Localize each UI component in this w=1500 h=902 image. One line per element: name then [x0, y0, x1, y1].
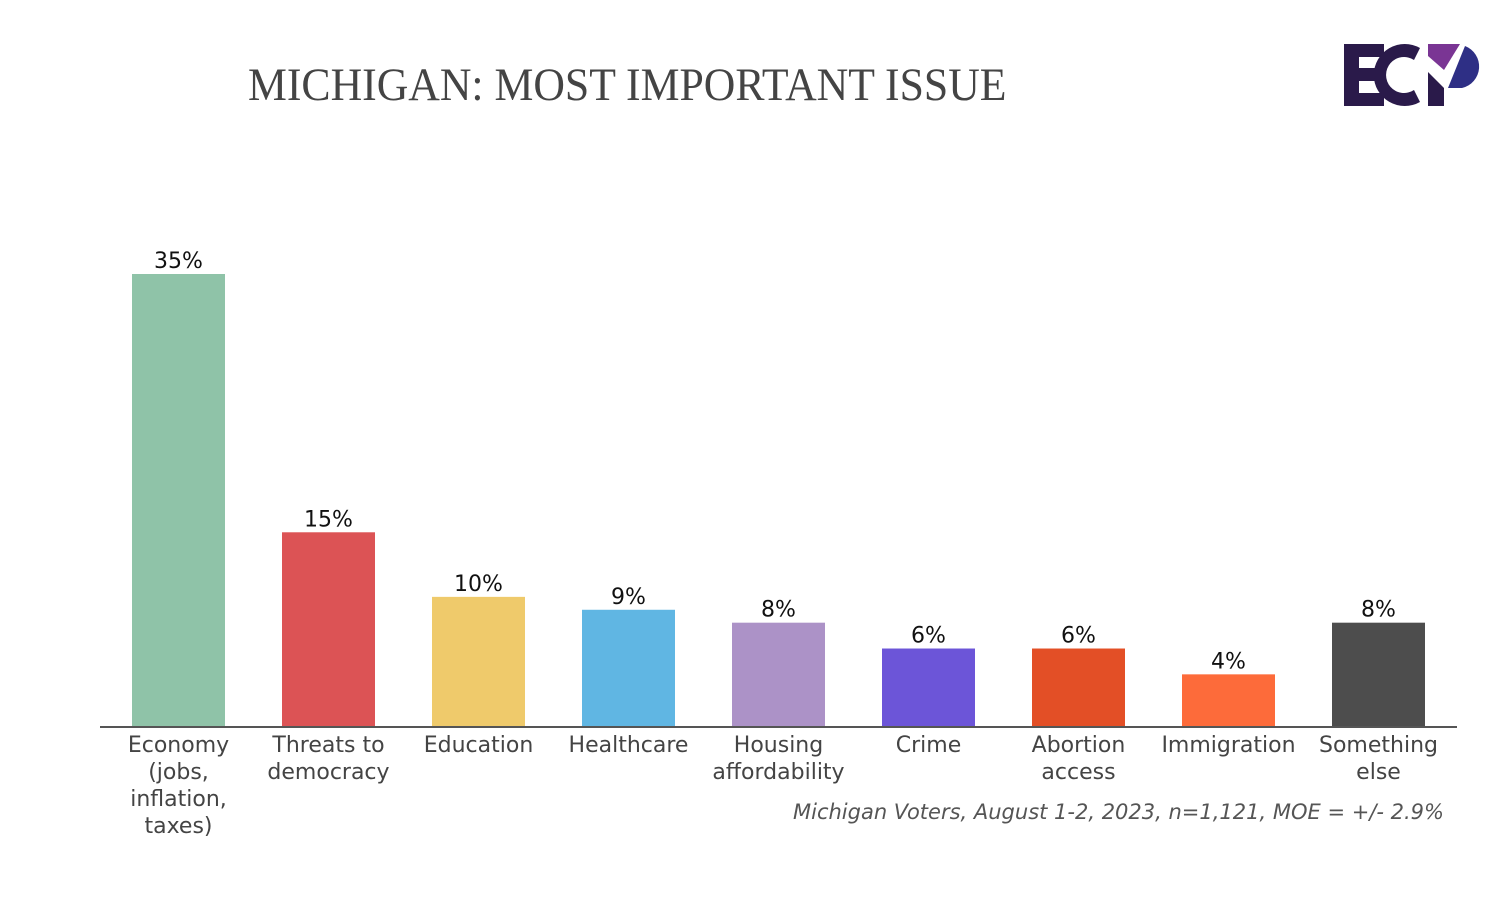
category-label-line: access [1041, 760, 1115, 785]
source-footnote: Michigan Voters, August 1-2, 2023, n=1,1… [792, 800, 1444, 824]
category-label-0: Economy (jobs, inflation, taxes) [128, 733, 229, 839]
bar-0 [132, 274, 225, 726]
value-label-3: 9% [611, 585, 646, 610]
bar-2 [432, 596, 525, 726]
value-label-5: 6% [911, 624, 946, 649]
chart-title: MICHIGAN: MOST IMPORTANT ISSUE [248, 59, 1007, 111]
category-label-line: Something [1319, 733, 1438, 758]
category-label-line: Education [424, 733, 534, 758]
category-label-line: (jobs, [148, 760, 209, 785]
category-label-line: Economy [128, 733, 229, 758]
category-label-line: Healthcare [569, 733, 689, 758]
category-label-line: affordability [712, 760, 844, 785]
category-label-line: taxes) [144, 814, 212, 839]
category-label-5: Crime [896, 733, 961, 758]
value-label-2: 10% [454, 572, 503, 597]
logo-letter-p-stem [1428, 72, 1444, 106]
bar-7 [1182, 674, 1275, 726]
value-label-1: 15% [304, 507, 353, 532]
category-label-3: Healthcare [569, 733, 689, 758]
bar-5 [882, 648, 975, 726]
category-label-line: else [1356, 760, 1401, 785]
category-label-line: Housing [734, 733, 823, 758]
bar-6 [1032, 648, 1125, 726]
category-label-8: Something else [1319, 733, 1438, 785]
category-labels-group: Economy (jobs, inflation, taxes) Threats to d… [128, 733, 1438, 839]
bar-8 [1332, 622, 1425, 726]
category-label-line: Threats to [271, 733, 384, 758]
category-label-line: Immigration [1161, 733, 1295, 758]
bar-3 [582, 609, 675, 726]
category-label-4: Housing affordability [712, 733, 844, 785]
value-label-7: 4% [1211, 649, 1246, 674]
category-label-1: Threats to democracy [267, 733, 389, 785]
category-label-7: Immigration [1161, 733, 1295, 758]
category-label-line: Abortion [1032, 733, 1126, 758]
logo-letter-c [1373, 44, 1420, 106]
logo-letter-p-bowl-bottom [1448, 46, 1480, 88]
value-labels-group: 35% 15% 10% 9% 8% 6% 6% 4% 8% [154, 249, 1396, 674]
logo-letter-p-bowl-top [1428, 44, 1460, 70]
bars-group [132, 274, 1425, 726]
category-label-line: democracy [267, 760, 389, 785]
category-label-2: Education [424, 733, 534, 758]
bar-1 [282, 532, 375, 726]
value-label-8: 8% [1361, 598, 1396, 623]
value-label-4: 8% [761, 598, 796, 623]
logo-letter-e [1344, 44, 1384, 106]
bar-4 [732, 622, 825, 726]
value-label-0: 35% [154, 249, 203, 274]
ecp-logo [1344, 44, 1480, 106]
category-label-line: inflation, [130, 787, 227, 812]
value-label-6: 6% [1061, 624, 1096, 649]
category-label-6: Abortion access [1032, 733, 1126, 785]
category-label-line: Crime [896, 733, 961, 758]
